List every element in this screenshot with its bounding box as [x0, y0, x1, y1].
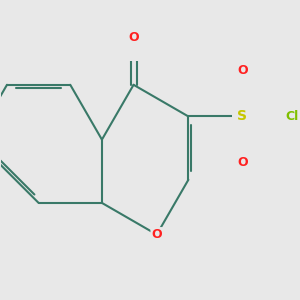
Text: Cl: Cl	[285, 110, 298, 123]
Text: O: O	[128, 31, 139, 44]
Text: S: S	[237, 110, 247, 123]
Text: O: O	[152, 228, 162, 241]
Text: O: O	[237, 64, 247, 77]
Text: O: O	[237, 155, 247, 169]
